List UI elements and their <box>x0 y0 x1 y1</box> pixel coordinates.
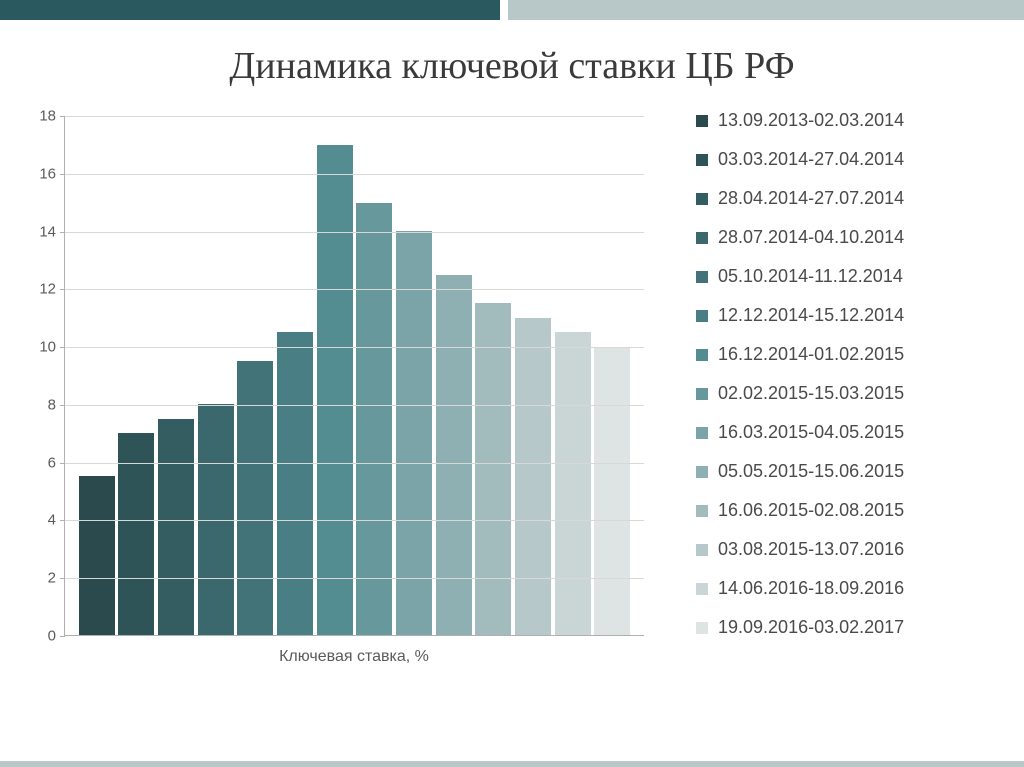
legend-item: 28.04.2014-27.07.2014 <box>696 188 1004 209</box>
y-tick-label: 10 <box>28 339 56 356</box>
legend: 13.09.2013-02.03.2014 03.03.2014-27.04.20… <box>668 110 1004 737</box>
bar <box>436 275 472 635</box>
legend-swatch <box>696 154 708 166</box>
legend-label: 16.03.2015-04.05.2015 <box>718 422 904 443</box>
y-tick-label: 16 <box>28 165 56 182</box>
legend-item: 28.07.2014-04.10.2014 <box>696 227 1004 248</box>
y-tick <box>60 347 65 348</box>
legend-item: 13.09.2013-02.03.2014 <box>696 110 1004 131</box>
legend-swatch <box>696 622 708 634</box>
plot-area <box>64 116 644 636</box>
legend-label: 19.09.2016-03.02.2017 <box>718 617 904 638</box>
legend-item: 02.02.2015-15.03.2015 <box>696 383 1004 404</box>
gridline <box>65 347 644 348</box>
y-tick-label: 6 <box>28 454 56 471</box>
y-tick-label: 12 <box>28 281 56 298</box>
legend-swatch <box>696 427 708 439</box>
legend-label: 28.07.2014-04.10.2014 <box>718 227 904 248</box>
legend-label: 03.03.2014-27.04.2014 <box>718 149 904 170</box>
legend-label: 14.06.2016-18.09.2016 <box>718 578 904 599</box>
gridline <box>65 405 644 406</box>
y-tick <box>60 174 65 175</box>
legend-label: 05.05.2015-15.06.2015 <box>718 461 904 482</box>
y-axis-labels: 024681012141618 <box>28 116 60 636</box>
legend-label: 16.12.2014-01.02.2015 <box>718 344 904 365</box>
gridline <box>65 578 644 579</box>
slide-title: Динамика ключевой ставки ЦБ РФ <box>0 44 1024 88</box>
gridline <box>65 232 644 233</box>
bar <box>475 303 511 635</box>
bar <box>515 318 551 635</box>
bottombar <box>0 761 1024 767</box>
legend-swatch <box>696 271 708 283</box>
x-axis-label: Ключевая ставка, % <box>64 648 644 666</box>
legend-swatch <box>696 505 708 517</box>
legend-swatch <box>696 232 708 244</box>
legend-label: 28.04.2014-27.07.2014 <box>718 188 904 209</box>
gridline <box>65 289 644 290</box>
content-area: 0 2 4 6 8 10 12 14 16 18 Ключевая ставка, % 13.09… <box>28 110 1004 737</box>
y-tick <box>60 578 65 579</box>
legend-item: 05.10.2014-11.12.2014 <box>696 266 1004 287</box>
legend-item: 16.03.2015-04.05.2015 <box>696 422 1004 443</box>
gridline <box>65 174 644 175</box>
bar <box>277 332 313 635</box>
y-tick-label: 18 <box>28 108 56 125</box>
legend-label: 03.08.2015-13.07.2016 <box>718 539 904 560</box>
bar <box>158 419 194 635</box>
legend-swatch <box>696 583 708 595</box>
legend-item: 16.12.2014-01.02.2015 <box>696 344 1004 365</box>
legend-item: 12.12.2014-15.12.2014 <box>696 305 1004 326</box>
legend-item: 14.06.2016-18.09.2016 <box>696 578 1004 599</box>
bar <box>356 203 392 636</box>
legend-label: 02.02.2015-15.03.2015 <box>718 383 904 404</box>
y-tick <box>60 116 65 117</box>
y-tick <box>60 520 65 521</box>
gridline <box>65 116 644 117</box>
bar <box>79 476 115 635</box>
bar <box>237 361 273 635</box>
legend-label: 13.09.2013-02.03.2014 <box>718 110 904 131</box>
y-tick-label: 8 <box>28 396 56 413</box>
y-tick <box>60 636 65 637</box>
bars-container <box>65 116 644 635</box>
y-tick <box>60 405 65 406</box>
legend-label: 05.10.2014-11.12.2014 <box>718 266 903 287</box>
y-tick <box>60 232 65 233</box>
legend-item: 19.09.2016-03.02.2017 <box>696 617 1004 638</box>
y-tick <box>60 289 65 290</box>
bar <box>396 231 432 635</box>
legend-item: 05.05.2015-15.06.2015 <box>696 461 1004 482</box>
legend-swatch <box>696 115 708 127</box>
topbar-right <box>508 0 1024 20</box>
chart-area: 0 2 4 6 8 10 12 14 16 18 Ключевая ставка, % <box>28 110 668 737</box>
gridline <box>65 520 644 521</box>
legend-swatch <box>696 544 708 556</box>
legend-swatch <box>696 466 708 478</box>
bar <box>317 145 353 635</box>
y-tick-label: 2 <box>28 570 56 587</box>
legend-label: 12.12.2014-15.12.2014 <box>718 305 904 326</box>
legend-label: 16.06.2015-02.08.2015 <box>718 500 904 521</box>
y-tick-label: 14 <box>28 223 56 240</box>
topbar-left <box>0 0 500 20</box>
legend-swatch <box>696 310 708 322</box>
bar <box>555 332 591 635</box>
legend-swatch <box>696 349 708 361</box>
legend-swatch <box>696 193 708 205</box>
legend-item: 03.03.2014-27.04.2014 <box>696 149 1004 170</box>
slide: Динамика ключевой ставки ЦБ РФ 0 2 4 6 8 10 12… <box>0 0 1024 767</box>
bar <box>594 347 630 635</box>
y-tick <box>60 463 65 464</box>
legend-item: 03.08.2015-13.07.2016 <box>696 539 1004 560</box>
y-tick-label: 0 <box>28 628 56 645</box>
gridline <box>65 463 644 464</box>
y-tick-label: 4 <box>28 512 56 529</box>
legend-swatch <box>696 388 708 400</box>
legend-item: 16.06.2015-02.08.2015 <box>696 500 1004 521</box>
